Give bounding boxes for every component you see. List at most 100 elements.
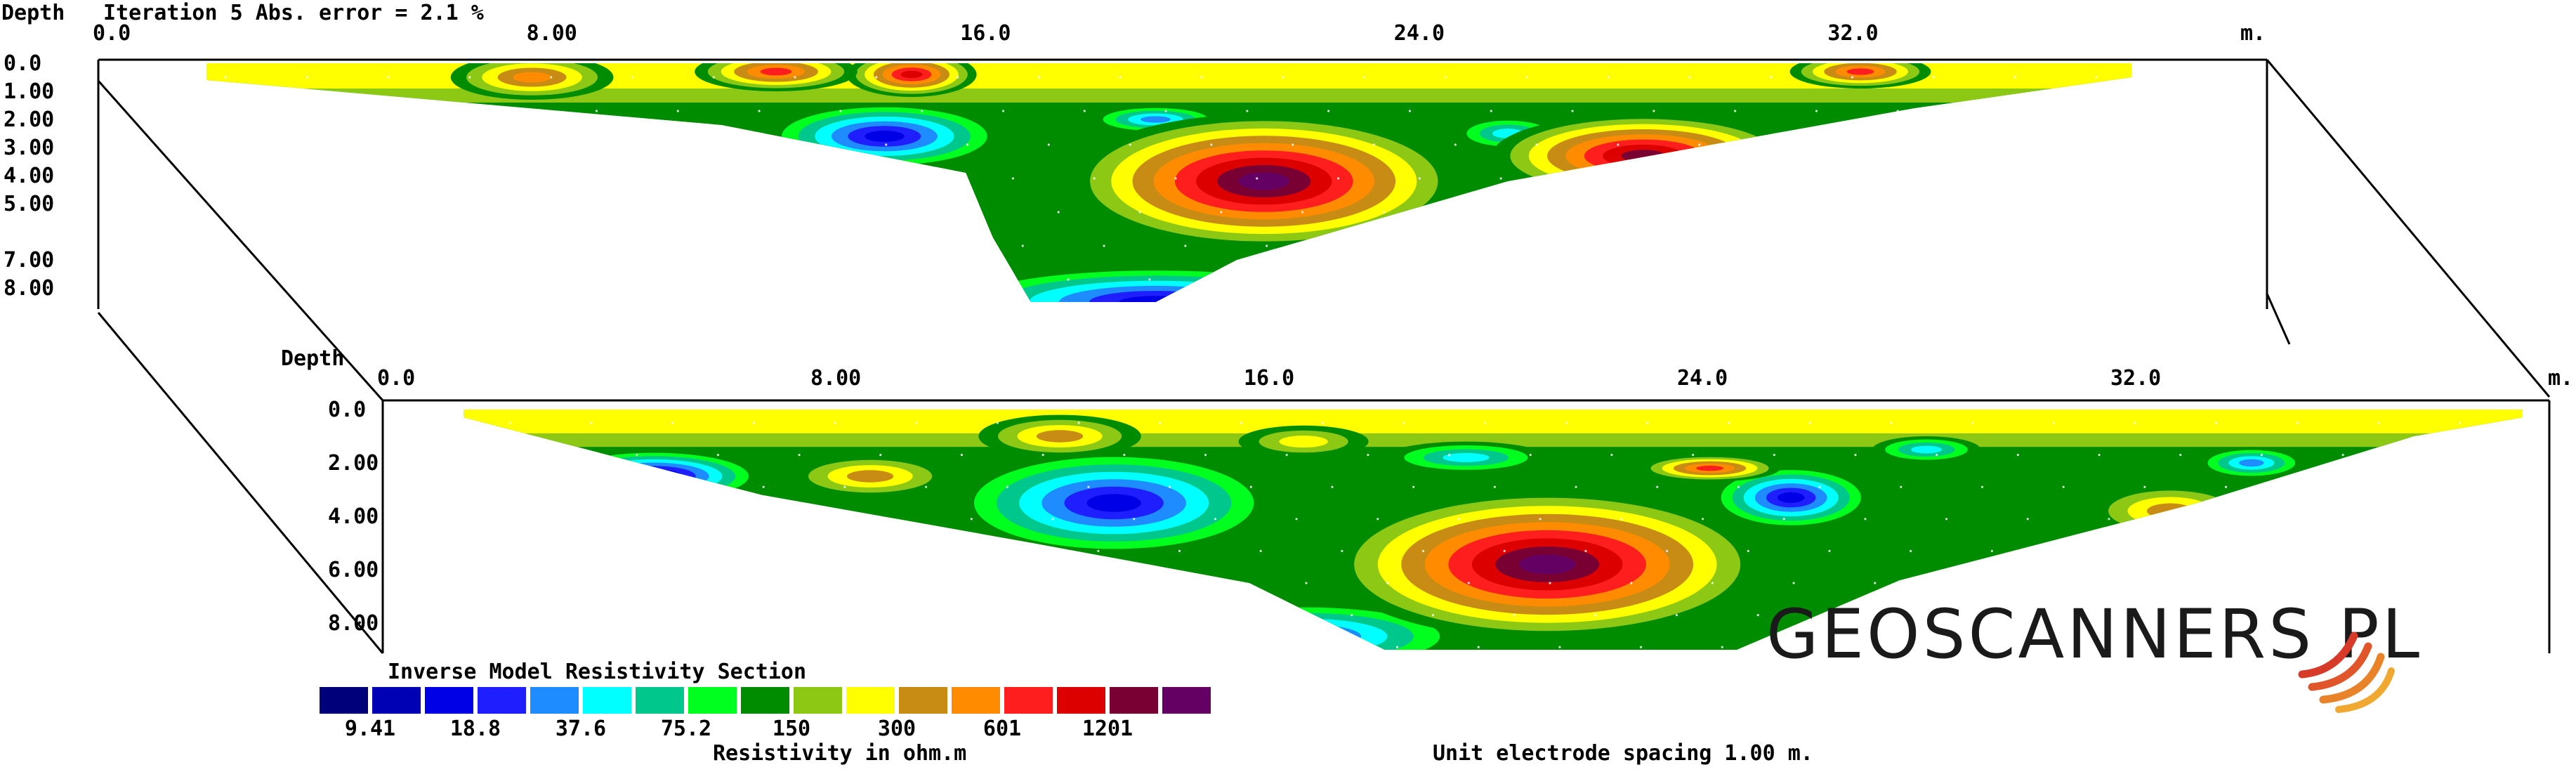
datum-point <box>1093 177 1096 180</box>
datum-point <box>664 646 667 648</box>
resistivity-contour <box>760 67 792 76</box>
datum-point <box>224 76 228 79</box>
datum-point <box>2351 518 2354 521</box>
datum-point <box>2397 549 2400 553</box>
y-tick-label: 5.00 <box>4 192 54 216</box>
datum-point <box>1581 177 1584 180</box>
datum-point <box>1571 110 1574 112</box>
resistivity-contour <box>513 72 551 83</box>
x-tick-label: 32.0 <box>1827 21 1878 46</box>
datum-point <box>1184 244 1187 247</box>
datum-point <box>1071 646 1074 648</box>
datum-point <box>1727 421 1730 424</box>
resistivity-contour <box>2108 490 2233 532</box>
datum-point <box>970 518 973 521</box>
legend-swatch <box>425 687 473 714</box>
datum-point <box>2459 421 2462 424</box>
legend-swatch <box>320 687 368 714</box>
datum-point <box>1386 582 1389 584</box>
datum-point <box>1057 211 1060 214</box>
datum-point <box>2108 518 2110 521</box>
datum-point <box>1428 244 1431 247</box>
datum-point <box>1698 143 1701 146</box>
resistivity-contour <box>2127 497 2213 525</box>
datum-point <box>315 143 318 146</box>
resistivity-contour <box>611 466 696 487</box>
datum-point <box>1646 421 1649 424</box>
datum-point <box>930 177 933 180</box>
datum-point <box>2452 646 2455 648</box>
datum-point <box>1016 549 1018 553</box>
x-tick-label: 16.0 <box>960 21 1011 46</box>
shallow-band <box>206 89 2132 103</box>
surface-band <box>206 63 2132 89</box>
datum-point <box>975 211 979 214</box>
datum-point <box>569 211 572 214</box>
datum-point <box>1372 143 1376 146</box>
datum-point <box>2260 454 2263 457</box>
electrode-spacing-label: Unit electrode spacing 1.00 m. <box>1433 741 1813 766</box>
datum-point <box>1133 518 1136 521</box>
datum-point <box>610 549 612 553</box>
datum-point <box>2189 518 2192 521</box>
datum-point <box>1864 518 1867 521</box>
resistivity-contour <box>1696 465 1723 471</box>
legend-swatch <box>688 687 737 714</box>
resistivity-contour <box>447 189 943 275</box>
datum-point <box>2524 582 2526 584</box>
datum-point <box>1880 278 1883 281</box>
datum-point <box>1011 177 1014 180</box>
datum-point <box>605 177 607 180</box>
datum-point <box>416 278 419 281</box>
datum-point <box>1051 518 1054 521</box>
datum-point <box>690 549 693 553</box>
datum-point <box>1555 278 1558 281</box>
datum-point <box>2098 454 2101 457</box>
datum-point <box>2115 211 2117 214</box>
datum-point <box>1789 211 1792 214</box>
datum-point <box>1006 485 1008 488</box>
datum-point <box>538 614 541 617</box>
datum-point <box>371 244 374 247</box>
datum-point <box>2036 582 2039 584</box>
datum-point <box>1431 614 1435 617</box>
datum-point <box>1535 143 1538 146</box>
datum-point <box>559 143 563 146</box>
datum-point <box>244 211 247 214</box>
legend-value-label: 601 <box>983 717 1021 741</box>
datum-point <box>1376 518 1379 521</box>
datum-point <box>1743 177 1747 180</box>
y-tick-label: 2.00 <box>328 451 379 476</box>
datum-point <box>2095 76 2098 79</box>
datum-point <box>590 421 593 424</box>
resistivity-contour <box>1911 445 1943 454</box>
datum-point <box>885 143 888 146</box>
datum-point <box>1916 244 1919 247</box>
datum-point <box>772 549 775 553</box>
logo-signal-icon <box>2298 632 2395 713</box>
y-tick-label: 8.00 <box>328 611 379 636</box>
datum-point <box>1828 549 1831 553</box>
datum-point <box>208 244 211 247</box>
datum-point <box>980 582 983 584</box>
datum-point <box>1708 211 1711 214</box>
datum-point <box>1808 421 1811 424</box>
datum-point <box>1067 278 1070 281</box>
datum-point <box>1331 485 1334 488</box>
datum-point <box>1178 549 1181 553</box>
datum-point <box>2242 244 2244 247</box>
datum-point <box>1454 143 1457 146</box>
datum-point <box>2488 614 2490 617</box>
datum-point <box>397 143 400 146</box>
datum-point <box>488 211 491 214</box>
resistivity-contour <box>1246 624 1362 649</box>
datum-point <box>2198 582 2202 584</box>
datum-point <box>681 485 684 488</box>
legend-value-label: 150 <box>773 717 810 741</box>
resistivity-contour <box>847 470 894 483</box>
datum-point <box>254 278 256 281</box>
datum-point <box>1233 646 1236 648</box>
datum-point <box>1421 549 1425 553</box>
x-tick-label: 0.0 <box>377 366 415 391</box>
datum-point <box>1001 110 1005 112</box>
